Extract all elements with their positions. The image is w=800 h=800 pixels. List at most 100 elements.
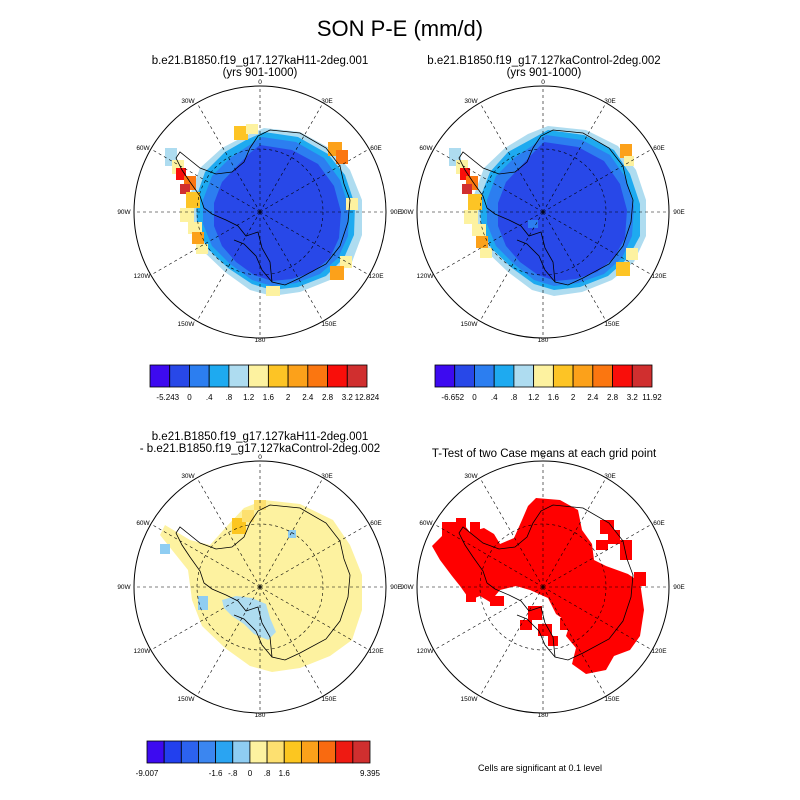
panel-2-title-line-1: b.e21.B1850.f19_g17.127kaControl-2deg.00… [427, 55, 661, 67]
map-1-field [165, 124, 362, 296]
map-3-boundary [133, 460, 387, 714]
colorbar-label: 2 [571, 393, 576, 402]
colorbar-box [266, 740, 285, 764]
lon-label: 0 [541, 79, 545, 86]
colorbar-label: 2 [286, 393, 291, 402]
panel-3-title: b.e21.B1850.f19_g17.127kaH11-2deg.001 - … [110, 431, 410, 455]
lon-label: 120E [368, 648, 384, 655]
lon-label: 60E [370, 520, 382, 527]
colorbar-box [300, 740, 319, 764]
colorbar-box [335, 740, 354, 764]
map-4-boundary [416, 460, 670, 714]
lon-label: 30E [604, 473, 616, 480]
map-4-coastline [458, 504, 634, 661]
map-3-negative-patch [222, 596, 276, 640]
map-1-lon-labels: 0 30E 60E 90E 120E 150E 180 150W 120W 90… [117, 79, 402, 344]
colorbar-box [493, 364, 515, 388]
colorbar-label: -6.652 [441, 393, 464, 402]
colorbar-label: 2.4 [587, 393, 599, 402]
colorbar-box [249, 740, 268, 764]
map-3-negative-cell [288, 530, 296, 538]
colorbar-label: 1.2 [243, 393, 255, 402]
lon-label: 30E [321, 98, 333, 105]
colorbar-label: 1.6 [263, 393, 275, 402]
colorbar-box [283, 740, 302, 764]
map-2-boundary [416, 85, 670, 339]
map-panel-3: 0 30E 60E 90E 120E 150E 180 150W 120W 90… [117, 454, 402, 719]
map-2-lon-labels: 0 30E 60E 90E 120E 150E 180 150W 120W 90… [400, 79, 685, 344]
lon-label: 90E [390, 584, 402, 591]
map-2-ross-coast [516, 239, 556, 283]
lon-label: 120E [651, 648, 667, 655]
lon-label: 60E [370, 145, 382, 152]
lon-label: 150W [461, 321, 479, 328]
panel-1-title: b.e21.B1850.f19_g17.127kaH11-2deg.001 (y… [120, 55, 400, 79]
lon-label: 150E [321, 696, 337, 703]
map-4-significant-main [432, 498, 644, 674]
colorbar-label: 2.8 [322, 393, 334, 402]
lon-label: 150W [461, 696, 479, 703]
map-2-field [449, 126, 646, 296]
colorbar-box [631, 364, 653, 388]
colorbar-label: 1.6 [279, 769, 291, 778]
colorbar-label: -1.6 [209, 769, 223, 778]
lon-label: 150E [604, 696, 620, 703]
map-1-dry-core [214, 145, 341, 281]
map-3-negative-cell [198, 596, 208, 610]
map-2-dry-core [498, 142, 627, 281]
lon-label: 150E [604, 321, 620, 328]
lon-label: 0 [541, 454, 545, 461]
colorbar-label: 12.824 [355, 393, 380, 402]
colorbar-box [572, 364, 594, 388]
lon-label: 30W [464, 98, 478, 105]
lon-label: 60W [419, 145, 433, 152]
lon-label: 60E [653, 520, 665, 527]
colorbar-box [149, 364, 171, 388]
significance-footnote: Cells are significant at 0.1 level [477, 763, 603, 773]
lon-label: 90W [400, 209, 414, 216]
colorbar-box [592, 364, 613, 388]
colorbar-box [346, 364, 368, 388]
colorbar-label: 11.92 [642, 393, 662, 402]
lon-label: 90W [117, 209, 131, 216]
colorbar-box [198, 740, 217, 764]
colorbar-box [513, 364, 535, 388]
lon-label: 120W [417, 648, 435, 655]
colorbar-label: 2.8 [607, 393, 619, 402]
colorbar-label: .8 [226, 393, 233, 402]
panel-2-title-line-2: (yrs 901-1000) [506, 67, 582, 79]
map-2-warm-cells [449, 144, 638, 276]
lon-label: 120E [368, 273, 384, 280]
lon-label: 90W [117, 584, 131, 591]
colorbar-label: 3.2 [627, 393, 639, 402]
lon-label: 60W [419, 520, 433, 527]
figure-title: SON P-E (mm/d) [316, 16, 484, 41]
colorbar-label: 0 [248, 769, 253, 778]
colorbar-box [352, 740, 371, 764]
colorbar-box [215, 740, 234, 764]
lon-label: 0 [258, 454, 262, 461]
lon-label: 30E [321, 473, 333, 480]
panel-4-title: T-Test of two Case means at each grid po… [400, 448, 688, 460]
lon-label: 30W [181, 98, 195, 105]
lon-label: 30W [464, 473, 478, 480]
colorbar-label: 3.2 [342, 393, 354, 402]
map-1-meridians [134, 86, 386, 338]
panel-3-title-line-2: - b.e21.B1850.f19_g17.127kaControl-2deg.… [139, 443, 381, 455]
lon-label: 150W [178, 321, 196, 328]
lon-label: 120W [134, 648, 152, 655]
colorbar-box [318, 740, 337, 764]
lon-label: 90W [400, 584, 414, 591]
colorbar-box [189, 364, 210, 388]
map-4-lon-labels: 0 30E 60E 90E 120E 150E 180 150W 120W 90… [400, 454, 685, 719]
lon-label: 150E [321, 321, 337, 328]
map-4-field [432, 498, 646, 674]
map-1-coastline [175, 129, 351, 286]
lon-label: 120W [134, 273, 152, 280]
colorbar-box [434, 364, 456, 388]
colorbar-label: .8 [264, 769, 271, 778]
map-3-coastline [175, 504, 351, 661]
colorbar-box [232, 740, 251, 764]
lon-label: 60E [653, 145, 665, 152]
lon-label: 180 [538, 712, 549, 719]
